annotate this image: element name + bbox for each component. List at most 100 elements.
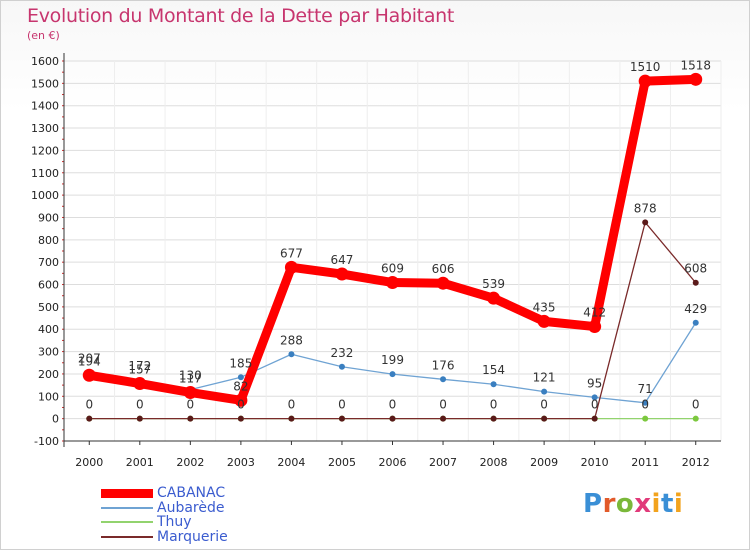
data-label: 207: [78, 351, 101, 365]
data-label: 0: [237, 398, 245, 412]
y-tick-label: 300: [38, 346, 59, 359]
y-minor-tick: [62, 127, 64, 129]
data-label: 647: [331, 253, 354, 267]
data-label: 608: [684, 262, 707, 276]
data-point: [237, 374, 244, 381]
data-label: 130: [179, 369, 202, 383]
x-tick-label: 2010: [581, 456, 609, 469]
data-point: [234, 393, 248, 407]
data-point: [288, 415, 295, 422]
data-label: 0: [187, 398, 195, 412]
data-point: [638, 74, 652, 88]
data-point: [187, 415, 194, 422]
data-label: 0: [641, 398, 649, 412]
data-point: [490, 415, 497, 422]
proxiti-logo: Proxiti: [583, 489, 684, 519]
y-tick-label: 200: [38, 368, 59, 381]
data-point: [237, 415, 244, 422]
data-point: [588, 320, 602, 334]
data-point: [689, 72, 703, 86]
data-label: 606: [432, 262, 455, 276]
y-minor-tick: [62, 418, 64, 420]
data-point: [136, 415, 143, 422]
data-point: [487, 291, 501, 305]
y-minor-tick: [62, 94, 64, 96]
y-minor-tick: [62, 60, 64, 62]
y-minor-tick: [62, 161, 64, 163]
data-point: [490, 381, 497, 388]
data-point: [440, 415, 447, 422]
data-point: [591, 394, 598, 401]
legend-label: Thuy: [157, 514, 192, 531]
data-point: [133, 377, 147, 391]
y-minor-tick: [62, 205, 64, 207]
data-label: 95: [587, 376, 602, 390]
data-point: [642, 219, 649, 226]
legend-swatch: [101, 521, 153, 524]
y-minor-tick: [62, 250, 64, 252]
data-label: 121: [533, 371, 556, 385]
y-tick-label: 1500: [31, 77, 59, 90]
legend-label: Aubarède: [157, 499, 225, 516]
data-point: [642, 415, 649, 422]
legend-label: CABANAC: [157, 485, 226, 502]
data-point: [436, 276, 450, 290]
legend-item: Thuy: [101, 514, 228, 531]
y-minor-tick: [62, 183, 64, 185]
data-label: 0: [692, 398, 700, 412]
y-tick-label: -100: [34, 435, 59, 448]
data-point: [692, 279, 699, 286]
data-point: [537, 314, 551, 328]
y-minor-tick: [62, 395, 64, 397]
data-label: 157: [128, 363, 151, 377]
y-minor-tick: [62, 328, 64, 330]
data-point: [288, 351, 295, 358]
y-minor-tick: [62, 228, 64, 230]
data-point: [389, 371, 396, 378]
data-label: 0: [338, 398, 346, 412]
x-tick-label: 2003: [227, 456, 255, 469]
data-point: [591, 415, 598, 422]
data-label: 412: [583, 306, 606, 320]
data-point: [541, 415, 548, 422]
data-label: 0: [389, 398, 397, 412]
legend-item: Marquerie: [101, 529, 228, 545]
data-label: 878: [634, 201, 657, 215]
legend-swatch: [101, 506, 153, 509]
y-minor-tick: [62, 317, 64, 319]
y-tick-label: 1000: [31, 189, 59, 202]
y-minor-tick: [62, 82, 64, 84]
y-tick-label: 1600: [31, 55, 59, 68]
y-tick-label: 400: [38, 323, 59, 336]
data-label: 288: [280, 333, 303, 347]
data-label: 435: [533, 300, 556, 314]
data-point: [389, 415, 396, 422]
y-minor-tick: [62, 351, 64, 353]
y-tick-label: 600: [38, 279, 59, 292]
data-point: [86, 415, 93, 422]
data-label: 0: [288, 398, 296, 412]
y-minor-tick: [62, 71, 64, 73]
data-label: 82: [233, 379, 248, 393]
data-point: [338, 415, 345, 422]
y-tick-label: 800: [38, 234, 59, 247]
y-minor-tick: [62, 172, 64, 174]
x-tick-label: 2012: [682, 456, 710, 469]
data-point: [642, 399, 649, 406]
x-tick-label: 2005: [328, 456, 356, 469]
data-label: 429: [684, 302, 707, 316]
data-point: [284, 260, 298, 274]
data-label: 117: [179, 371, 202, 385]
data-label: 0: [136, 398, 144, 412]
data-label: 0: [591, 398, 599, 412]
x-tick-label: 2009: [530, 456, 558, 469]
data-label: 609: [381, 262, 404, 276]
chart-title: Evolution du Montant de la Dette par Hab…: [27, 5, 455, 27]
legend-swatch: [101, 488, 153, 498]
y-minor-tick: [62, 406, 64, 408]
y-minor-tick: [62, 295, 64, 297]
data-point: [692, 415, 699, 422]
y-minor-tick: [62, 384, 64, 386]
x-tick-label: 2007: [429, 456, 457, 469]
